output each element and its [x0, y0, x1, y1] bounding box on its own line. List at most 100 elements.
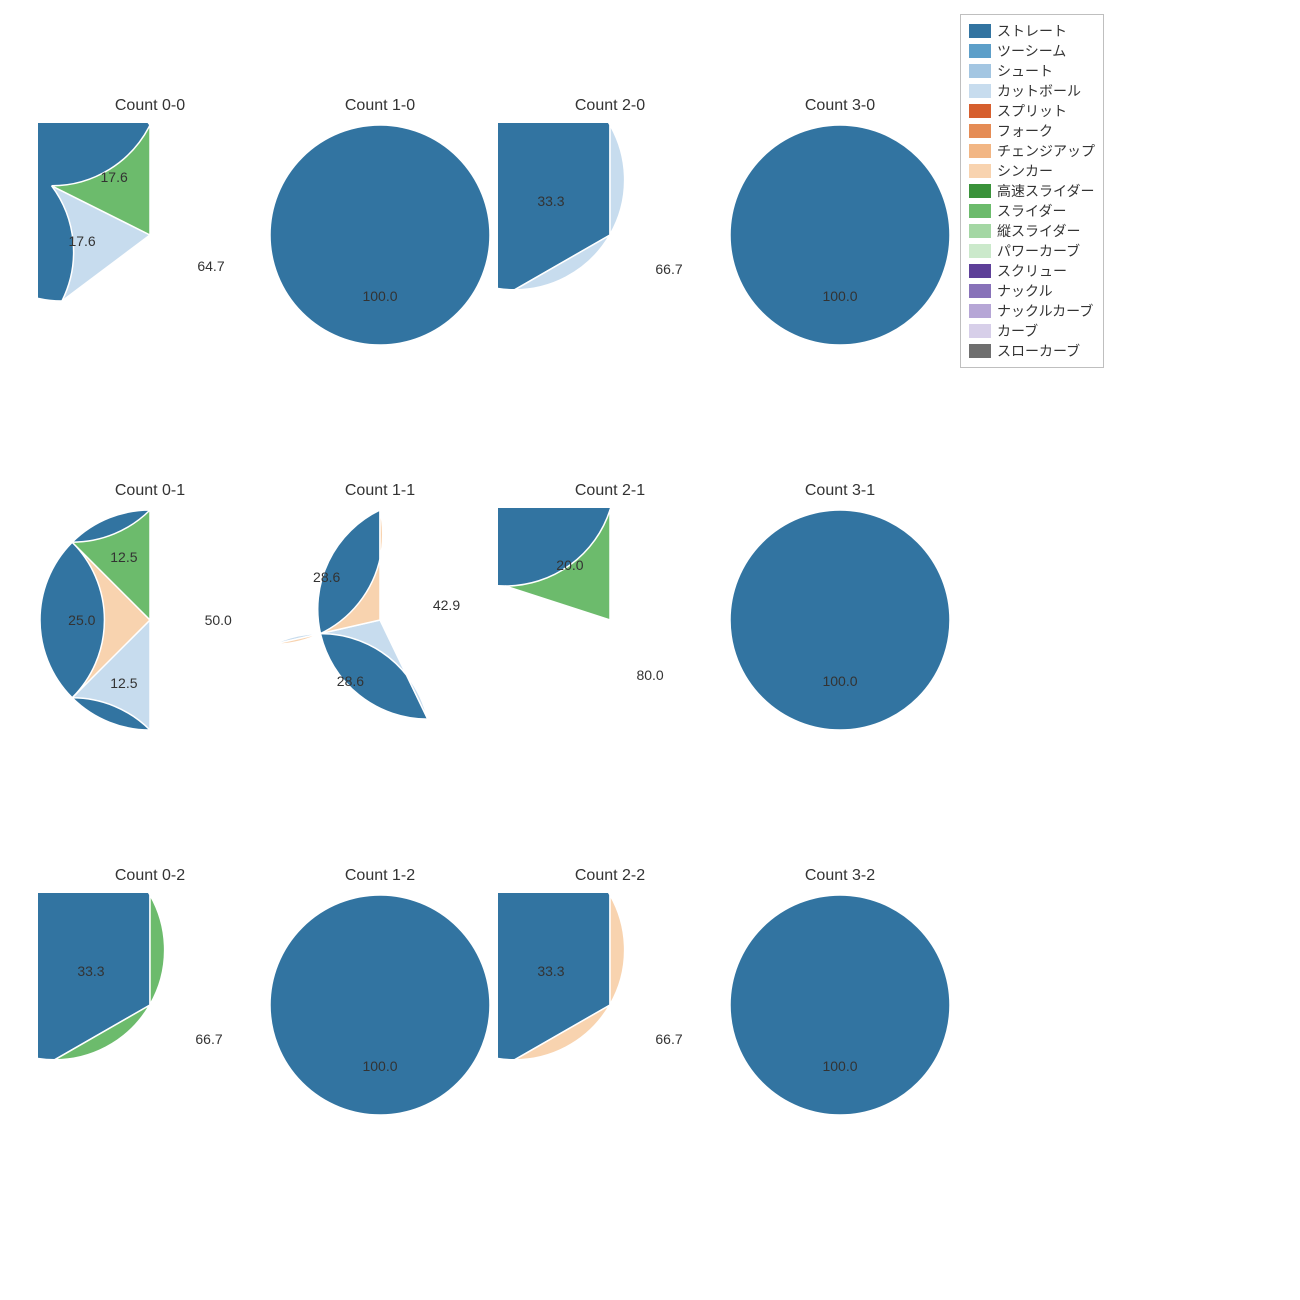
pie-slice — [730, 510, 950, 730]
pie-title: Count 2-1 — [575, 482, 645, 500]
legend-label: スクリュー — [997, 261, 1067, 281]
pie-slice-percent: 12.5 — [110, 549, 137, 565]
pie-slice-percent: 12.5 — [110, 675, 137, 691]
pie-chart — [728, 893, 952, 1117]
legend-label: シュート — [997, 61, 1053, 81]
legend-label: ストレート — [997, 21, 1067, 41]
legend-item: カーブ — [969, 321, 1095, 341]
pie-chart — [498, 123, 722, 347]
pie-slice-percent: 25.0 — [68, 612, 95, 628]
pie-title: Count 1-0 — [345, 97, 415, 115]
pie-slice-percent: 100.0 — [822, 1058, 857, 1074]
legend-item: ストレート — [969, 21, 1095, 41]
pie-chart — [498, 893, 722, 1117]
legend-item: ナックルカーブ — [969, 301, 1095, 321]
legend: ストレートツーシームシュートカットボールスプリットフォークチェンジアップシンカー… — [960, 14, 1104, 368]
pie-slice-percent: 17.6 — [68, 233, 95, 249]
pie-title: Count 1-1 — [345, 482, 415, 500]
pie-chart — [38, 893, 262, 1117]
pie-title: Count 0-1 — [115, 482, 185, 500]
legend-swatch — [969, 24, 991, 38]
legend-label: ナックルカーブ — [997, 301, 1093, 321]
pie-title: Count 3-1 — [805, 482, 875, 500]
pie-title: Count 3-0 — [805, 97, 875, 115]
legend-swatch — [969, 144, 991, 158]
legend-label: カットボール — [997, 81, 1081, 101]
legend-swatch — [969, 264, 991, 278]
legend-label: シンカー — [997, 161, 1053, 181]
pie-title: Count 0-2 — [115, 867, 185, 885]
pie-slice — [270, 895, 490, 1115]
pie-chart — [268, 123, 492, 347]
legend-swatch — [969, 84, 991, 98]
pie-slice-percent: 66.7 — [655, 1031, 682, 1047]
pie-chart — [498, 508, 722, 732]
legend-swatch — [969, 164, 991, 178]
legend-swatch — [969, 304, 991, 318]
pie-slice — [730, 125, 950, 345]
legend-label: フォーク — [997, 121, 1053, 141]
pie-slice-percent: 28.6 — [313, 569, 340, 585]
legend-item: ナックル — [969, 281, 1095, 301]
pie-title: Count 3-2 — [805, 867, 875, 885]
legend-label: チェンジアップ — [997, 141, 1095, 161]
legend-label: 縦スライダー — [997, 221, 1080, 241]
legend-label: 高速スライダー — [997, 181, 1094, 201]
pie-slice — [270, 125, 490, 345]
pie-title: Count 1-2 — [345, 867, 415, 885]
legend-item: パワーカーブ — [969, 241, 1095, 261]
legend-label: ナックル — [997, 281, 1053, 301]
legend-item: スクリュー — [969, 261, 1095, 281]
pie-slice-percent: 100.0 — [822, 673, 857, 689]
pie-title: Count 0-0 — [115, 97, 185, 115]
pie-slice-percent: 17.6 — [101, 169, 128, 185]
legend-item: フォーク — [969, 121, 1095, 141]
pie-slice-percent: 42.9 — [433, 597, 460, 613]
legend-label: スプリット — [997, 101, 1067, 121]
legend-swatch — [969, 124, 991, 138]
pie-chart — [268, 893, 492, 1117]
legend-swatch — [969, 44, 991, 58]
legend-swatch — [969, 344, 991, 358]
legend-item: シンカー — [969, 161, 1095, 181]
pie-title: Count 2-2 — [575, 867, 645, 885]
pie-chart — [728, 123, 952, 347]
legend-label: カーブ — [997, 321, 1038, 341]
legend-item: スライダー — [969, 201, 1095, 221]
legend-label: スローカーブ — [997, 341, 1080, 361]
pie-chart — [268, 508, 492, 732]
legend-item: スプリット — [969, 101, 1095, 121]
legend-swatch — [969, 284, 991, 298]
pie-slice-percent: 64.7 — [197, 258, 224, 274]
legend-item: カットボール — [969, 81, 1095, 101]
legend-label: パワーカーブ — [997, 241, 1080, 261]
legend-item: スローカーブ — [969, 341, 1095, 361]
pie-slice — [730, 895, 950, 1115]
pie-slice-percent: 28.6 — [337, 673, 364, 689]
legend-swatch — [969, 204, 991, 218]
pie-slice-percent: 66.7 — [195, 1031, 222, 1047]
legend-swatch — [969, 104, 991, 118]
pie-slice-percent: 100.0 — [362, 1058, 397, 1074]
legend-swatch — [969, 184, 991, 198]
legend-item: 縦スライダー — [969, 221, 1095, 241]
legend-item: ツーシーム — [969, 41, 1095, 61]
legend-item: 高速スライダー — [969, 181, 1095, 201]
pie-slice-percent: 33.3 — [537, 963, 564, 979]
pie-slice-percent: 100.0 — [822, 288, 857, 304]
legend-label: ツーシーム — [997, 41, 1066, 61]
legend-item: シュート — [969, 61, 1095, 81]
legend-swatch — [969, 224, 991, 238]
legend-swatch — [969, 324, 991, 338]
pie-slice-percent: 50.0 — [205, 612, 232, 628]
pie-slice-percent: 80.0 — [636, 667, 663, 683]
pie-chart — [728, 508, 952, 732]
legend-item: チェンジアップ — [969, 141, 1095, 161]
legend-label: スライダー — [997, 201, 1066, 221]
pie-slice-percent: 33.3 — [77, 963, 104, 979]
pie-slice-percent: 33.3 — [537, 193, 564, 209]
legend-swatch — [969, 244, 991, 258]
pie-slice-percent: 20.0 — [556, 557, 583, 573]
pie-slice-percent: 100.0 — [362, 288, 397, 304]
legend-swatch — [969, 64, 991, 78]
